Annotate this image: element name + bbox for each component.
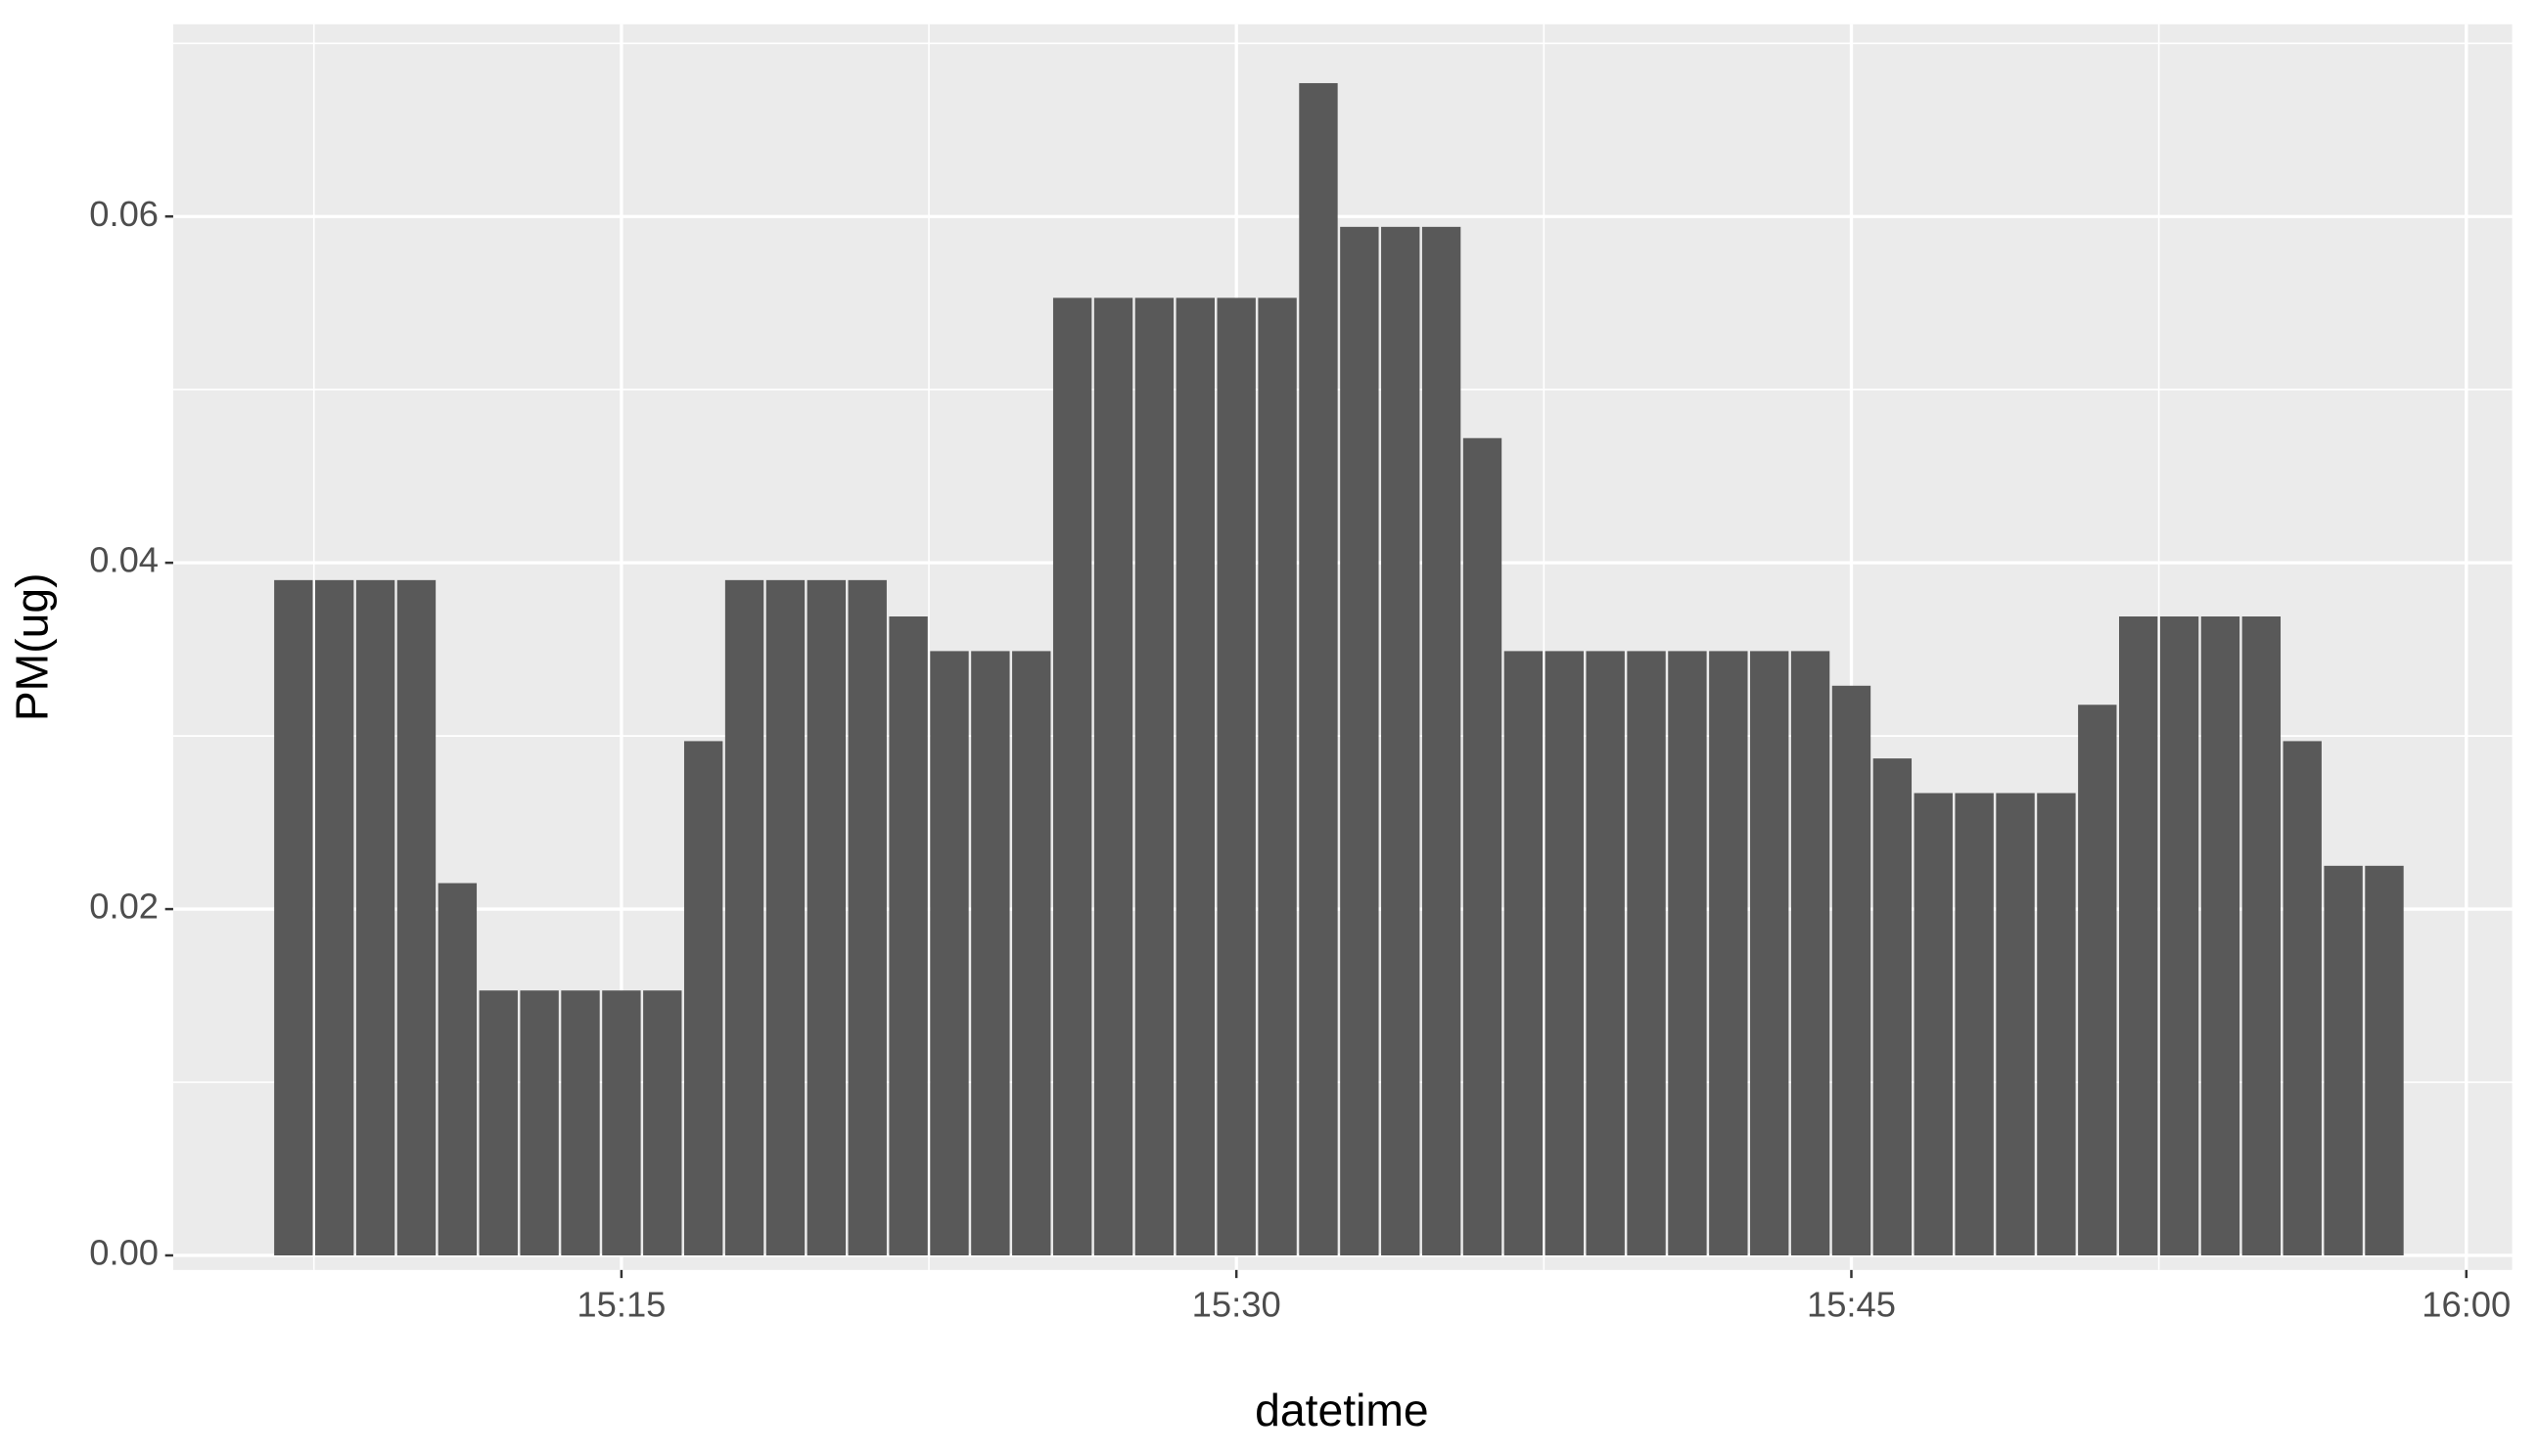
- bar: [1134, 297, 1175, 1256]
- bar: [1381, 226, 1420, 1256]
- bar: [807, 579, 847, 1256]
- y-tick-label: 0.06: [89, 194, 159, 234]
- bar: [1996, 793, 2035, 1256]
- y-tick-label: 0.02: [89, 887, 159, 927]
- bar: [274, 579, 313, 1256]
- bar: [1709, 651, 1748, 1256]
- bar: [1176, 297, 1215, 1256]
- bars: [274, 82, 2404, 1256]
- bar: [2241, 616, 2282, 1256]
- bar: [643, 990, 682, 1256]
- bar: [561, 990, 600, 1256]
- bar: [2078, 705, 2117, 1256]
- bar: [2324, 865, 2363, 1256]
- bar: [479, 990, 518, 1256]
- bar: [1914, 793, 1953, 1256]
- bar: [1217, 297, 1256, 1256]
- bar: [1093, 297, 1133, 1256]
- y-tick-label: 0.00: [89, 1233, 159, 1273]
- bar: [889, 616, 928, 1256]
- bar: [1462, 437, 1502, 1256]
- bar: [315, 579, 354, 1256]
- bar: [765, 579, 806, 1256]
- bar: [1668, 651, 1707, 1256]
- bar: [1586, 651, 1625, 1256]
- x-axis-title: datetime: [1255, 1385, 1429, 1435]
- bar: [1831, 685, 1871, 1256]
- y-tick-label: 0.04: [89, 540, 159, 580]
- y-axis-title: PM(ug): [7, 572, 58, 721]
- bar: [2365, 865, 2404, 1256]
- bar: [1545, 651, 1584, 1256]
- bar: [1052, 297, 1092, 1256]
- bar: [724, 579, 764, 1256]
- bar: [1340, 226, 1379, 1256]
- bar: [930, 651, 969, 1256]
- bar: [1299, 82, 1338, 1256]
- bar: [1955, 793, 1994, 1256]
- bar: [355, 579, 395, 1256]
- bar: [1258, 297, 1297, 1256]
- bar: [848, 579, 887, 1256]
- x-tick-label: 15:45: [1807, 1285, 1896, 1325]
- x-tick-label: 15:30: [1192, 1285, 1281, 1325]
- bar: [438, 883, 478, 1256]
- bar: [1790, 651, 1830, 1256]
- bar: [1421, 226, 1461, 1256]
- bar: [520, 990, 559, 1256]
- x-tick-label: 15:15: [577, 1285, 666, 1325]
- bar: [1750, 651, 1789, 1256]
- bar: [2159, 616, 2199, 1256]
- axes: 0.00 0.02 0.04 0.06 15:15 15:30 15:45 16:00: [89, 194, 2511, 1325]
- bar: [602, 990, 641, 1256]
- bar: [1503, 651, 1544, 1256]
- bar: [1872, 758, 1913, 1256]
- bar: [683, 741, 723, 1256]
- bar: [1627, 651, 1666, 1256]
- bar: [2200, 616, 2240, 1256]
- bar: [2037, 793, 2076, 1256]
- bar: [396, 579, 437, 1256]
- bar: [2118, 616, 2158, 1256]
- x-tick-label: 16:00: [2422, 1285, 2511, 1325]
- bar: [2283, 741, 2322, 1256]
- bar: [1012, 651, 1051, 1256]
- bar: [971, 651, 1010, 1256]
